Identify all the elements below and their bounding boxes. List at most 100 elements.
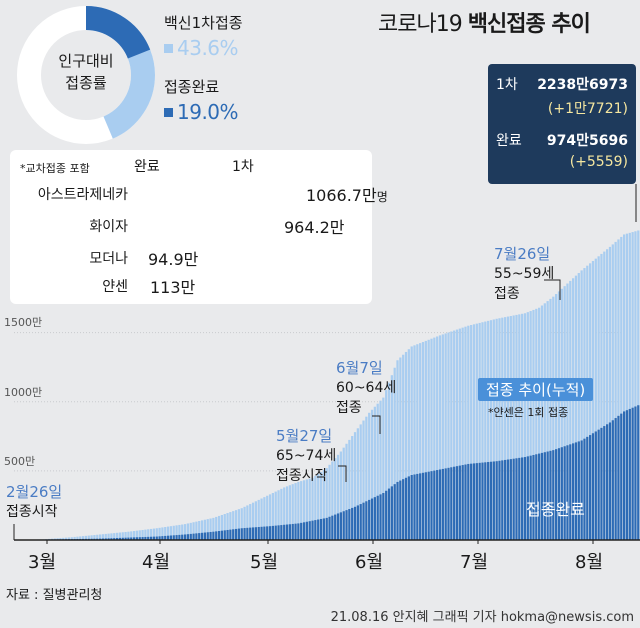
bar-0-28 xyxy=(93,535,96,540)
bar-0-23 xyxy=(79,536,82,540)
bar-1-98 xyxy=(291,523,294,540)
bar-0-182 xyxy=(529,311,532,540)
bar-0-155 xyxy=(453,330,456,540)
bar-0-184 xyxy=(535,308,538,540)
bar-1-92 xyxy=(274,525,277,540)
bar-0-102 xyxy=(302,480,306,540)
bar-1-166 xyxy=(484,462,487,540)
annotation-may27-text2: 접종시작 xyxy=(276,468,328,484)
bar-0-172 xyxy=(501,317,504,540)
stats-first-value: 2238만6973 xyxy=(537,77,628,93)
bar-0-69 xyxy=(209,518,212,540)
bar-1-48 xyxy=(149,536,153,540)
bar-0-169 xyxy=(492,319,495,540)
bar-0-198 xyxy=(574,275,578,540)
bar-1-39 xyxy=(124,537,127,540)
bar-1-120 xyxy=(353,506,357,540)
bar-0-35 xyxy=(113,533,116,540)
bar-1-195 xyxy=(566,445,569,540)
bar-0-115 xyxy=(339,451,342,540)
bar-0-51 xyxy=(158,527,161,540)
cumulative-legend: 접종 추이(누적) xyxy=(478,378,594,401)
bar-0-88 xyxy=(263,497,266,540)
bar-0-100 xyxy=(297,481,300,540)
annotation-jul26-text1: 55~59세 xyxy=(494,266,555,282)
bar-0-74 xyxy=(223,514,226,540)
bar-1-86 xyxy=(257,527,260,540)
bar-1-217 xyxy=(628,408,631,540)
bar-1-172 xyxy=(501,460,504,540)
bar-1-87 xyxy=(260,526,263,540)
bar-1-119 xyxy=(351,507,354,540)
bar-0-25 xyxy=(84,535,88,540)
bar-1-152 xyxy=(444,468,447,540)
bar-0-203 xyxy=(589,263,592,540)
first-dose-swatch xyxy=(164,44,173,53)
bar-0-143 xyxy=(419,343,422,540)
bar-1-176 xyxy=(512,458,515,540)
bar-1-93 xyxy=(277,525,280,540)
bar-0-126 xyxy=(370,409,374,540)
bar-1-150 xyxy=(438,469,442,540)
bar-1-96 xyxy=(285,524,289,540)
bar-0-213 xyxy=(617,239,620,540)
bar-1-162 xyxy=(472,463,476,540)
bar-1-141 xyxy=(413,474,416,540)
completed-value: 19.0% xyxy=(164,100,239,124)
bar-0-153 xyxy=(447,332,450,540)
bar-0-109 xyxy=(322,470,325,540)
bar-0-162 xyxy=(472,324,476,540)
bar-0-219 xyxy=(634,231,637,540)
bar-1-149 xyxy=(436,470,439,540)
bar-0-116 xyxy=(342,447,345,540)
bar-0-167 xyxy=(487,320,490,540)
bar-0-99 xyxy=(294,483,297,540)
bar-0-204 xyxy=(591,260,595,540)
bar-1-103 xyxy=(305,521,308,540)
bar-1-106 xyxy=(314,520,317,540)
bar-0-53 xyxy=(164,527,167,540)
bar-1-115 xyxy=(339,512,342,540)
bar-1-189 xyxy=(549,450,552,540)
bar-1-32 xyxy=(104,538,107,540)
bar-0-58 xyxy=(178,524,181,540)
bar-1-89 xyxy=(266,526,269,540)
bar-0-47 xyxy=(147,529,150,540)
bar-1-33 xyxy=(107,538,110,540)
bar-0-17 xyxy=(62,537,65,540)
brand-legend-first: 1차 xyxy=(232,159,254,175)
annotation-jul26: 7월26일 55~59세 접종 xyxy=(494,244,554,304)
brand-value-moderna: 94.9만 xyxy=(148,250,199,269)
first-dose-label: 백신1차접종 xyxy=(164,14,243,32)
bar-0-163 xyxy=(475,323,478,540)
source-credit: 자료 : 질병관리청 xyxy=(6,588,103,603)
x-tick-apr: 4월 xyxy=(142,552,171,573)
bar-1-76 xyxy=(229,529,232,540)
bar-0-81 xyxy=(243,506,246,540)
brand-panel: *교차접종 포함 완료 1차 아스트라제네카 화이자 모더나 얀센 1066.7… xyxy=(10,150,388,304)
brand-value-janssen: 113만 xyxy=(150,278,196,297)
bar-0-84 xyxy=(251,502,255,540)
cross-vaccination-note: *교차접종 포함 xyxy=(20,162,90,175)
bar-0-46 xyxy=(144,529,147,540)
bar-0-111 xyxy=(328,464,331,540)
bar-0-93 xyxy=(277,490,280,540)
bar-0-165 xyxy=(481,322,484,540)
bar-1-178 xyxy=(518,457,521,540)
bar-0-40 xyxy=(127,531,130,540)
annotation-may27: 5월27일 65~74세 접종시작 xyxy=(276,426,336,486)
bar-1-101 xyxy=(300,522,303,540)
bar-0-70 xyxy=(212,517,215,540)
bar-0-187 xyxy=(543,303,546,540)
bar-0-63 xyxy=(192,522,195,540)
annotation-jul26-date: 7월26일 xyxy=(494,245,551,263)
bar-1-177 xyxy=(515,458,518,540)
bar-0-174 xyxy=(506,316,510,540)
bar-1-36 xyxy=(115,537,119,540)
bar-0-188 xyxy=(546,301,549,540)
bar-1-210 xyxy=(608,422,612,540)
bar-0-205 xyxy=(594,258,597,540)
bar-0-86 xyxy=(257,499,260,540)
bar-0-79 xyxy=(237,509,241,540)
bar-0-54 xyxy=(166,526,170,540)
